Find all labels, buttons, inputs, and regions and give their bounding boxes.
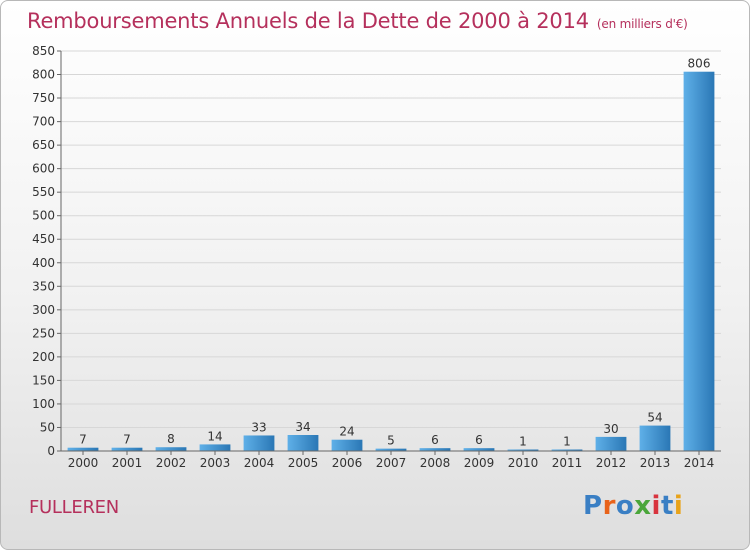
data-label-2012: 30: [603, 422, 618, 436]
y-tick-label: 600: [32, 162, 55, 176]
x-tick-label-2004: 2004: [244, 456, 275, 470]
x-tick-label-2005: 2005: [288, 456, 319, 470]
x-tick-label-2001: 2001: [112, 456, 143, 470]
x-tick-label-2003: 2003: [200, 456, 231, 470]
bar-2000: [67, 447, 99, 451]
bar-2014: [683, 71, 715, 452]
logo-letter: x: [634, 491, 652, 521]
bar-2002: [155, 447, 187, 451]
x-tick-label-2011: 2011: [552, 456, 583, 470]
chart-unit-label: (en milliers d'€): [596, 17, 688, 31]
bar-2011: [551, 449, 583, 451]
data-label-2003: 14: [207, 429, 222, 443]
y-tick-label: 150: [32, 373, 55, 387]
y-tick-label: 0: [47, 444, 55, 458]
data-label-2013: 54: [647, 411, 662, 425]
data-label-2004: 33: [251, 420, 266, 434]
data-label-2002: 8: [167, 432, 175, 446]
data-label-2007: 5: [387, 434, 395, 448]
data-label-2001: 7: [123, 433, 131, 447]
x-tick-label-2000: 2000: [68, 456, 99, 470]
y-tick-label: 550: [32, 185, 55, 199]
data-label-2008: 6: [431, 433, 439, 447]
data-label-2006: 24: [339, 425, 354, 439]
y-tick-label: 800: [32, 68, 55, 82]
bar-2003: [199, 444, 231, 451]
chart-title-text: Remboursements Annuels de la Dette de 20…: [27, 9, 589, 33]
y-tick-label: 650: [32, 138, 55, 152]
y-tick-label: 700: [32, 115, 55, 129]
data-label-2014: 806: [688, 57, 711, 71]
y-tick-label: 250: [32, 326, 55, 340]
logo-letter: r: [602, 491, 616, 521]
data-label-2000: 7: [79, 433, 87, 447]
x-tick-label-2014: 2014: [684, 456, 715, 470]
x-tick-label-2008: 2008: [420, 456, 451, 470]
commune-name: FULLEREN: [29, 497, 119, 518]
bar-2004: [243, 435, 275, 451]
bar-2006: [331, 439, 363, 451]
y-tick-label: 850: [32, 44, 55, 58]
data-label-2009: 6: [475, 433, 483, 447]
x-tick-label-2013: 2013: [640, 456, 671, 470]
y-tick-label: 500: [32, 209, 55, 223]
logo-letter: P: [583, 491, 603, 521]
x-tick-label-2010: 2010: [508, 456, 539, 470]
x-tick-label-2006: 2006: [332, 456, 363, 470]
bar-2008: [419, 448, 451, 451]
bar-2005: [287, 435, 319, 451]
y-tick-label: 100: [32, 397, 55, 411]
y-tick-label: 200: [32, 350, 55, 364]
data-label-2010: 1: [519, 435, 527, 449]
proxiti-logo: Proxiti: [583, 491, 683, 521]
bar-2009: [463, 448, 495, 451]
x-tick-label-2012: 2012: [596, 456, 627, 470]
bar-2013: [639, 425, 671, 451]
x-tick-label-2002: 2002: [156, 456, 187, 470]
logo-letter: t: [660, 491, 674, 521]
chart-title: Remboursements Annuels de la Dette de 20…: [27, 9, 688, 33]
bar-2010: [507, 449, 539, 451]
x-tick-label-2009: 2009: [464, 456, 495, 470]
x-tick-label-2007: 2007: [376, 456, 407, 470]
y-tick-label: 350: [32, 279, 55, 293]
y-tick-label: 50: [40, 420, 55, 434]
bar-2001: [111, 447, 143, 451]
data-label-2005: 34: [295, 420, 310, 434]
y-tick-label: 450: [32, 232, 55, 246]
bar-2012: [595, 436, 627, 451]
y-tick-label: 750: [32, 91, 55, 105]
logo-letter: i: [651, 491, 661, 521]
bar-2007: [375, 448, 407, 451]
y-tick-label: 300: [32, 303, 55, 317]
logo-letter: i: [673, 491, 684, 521]
logo-letter: o: [615, 491, 635, 521]
data-label-2011: 1: [563, 435, 571, 449]
y-tick-label: 400: [32, 256, 55, 270]
